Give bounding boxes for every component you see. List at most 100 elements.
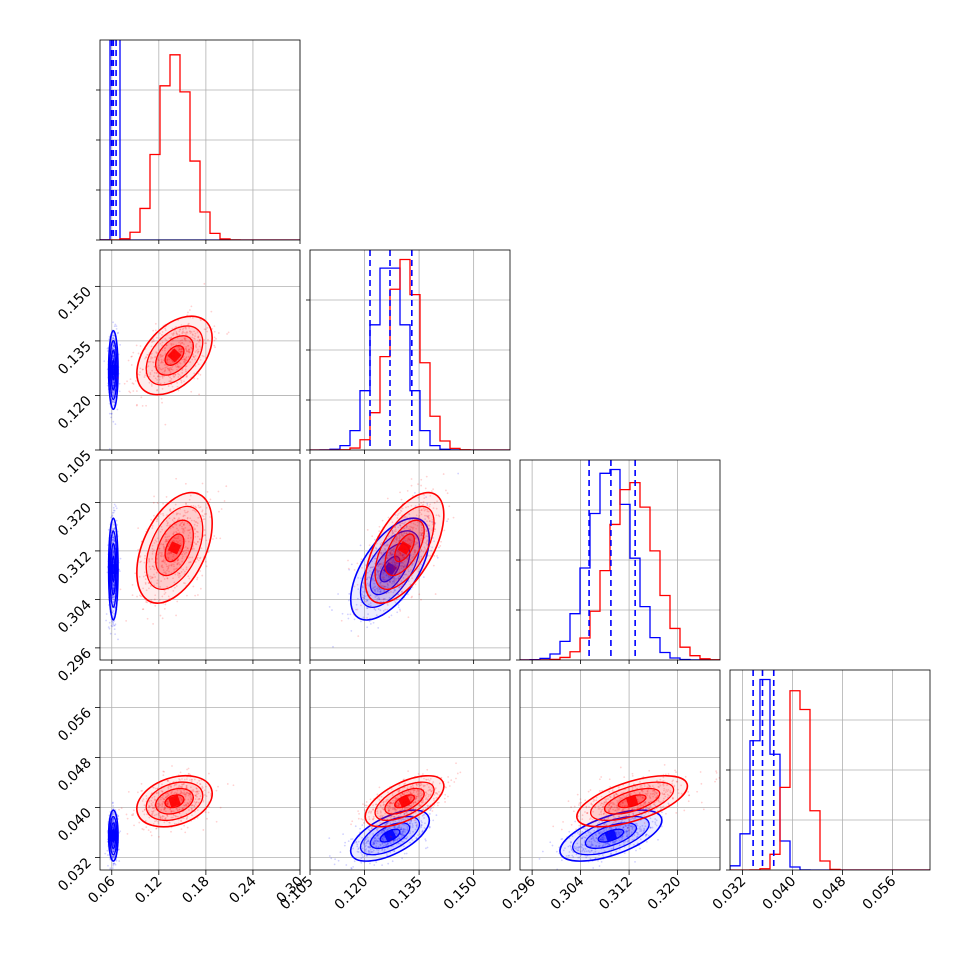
scatter-point	[193, 372, 196, 375]
scatter-point	[113, 856, 115, 859]
scatter-point	[112, 357, 115, 360]
scatter-point	[156, 381, 159, 384]
scatter-point	[187, 311, 189, 314]
scatter-point	[184, 360, 187, 363]
scatter-point	[168, 551, 170, 554]
scatter-point	[382, 598, 385, 601]
scatter-point	[172, 539, 175, 542]
scatter-point	[398, 536, 401, 538]
scatter-point	[360, 558, 363, 561]
scatter-point	[417, 572, 420, 575]
scatter-point	[177, 518, 179, 521]
scatter-point	[380, 563, 383, 566]
scatter-point	[175, 530, 177, 533]
scatter-point	[164, 540, 167, 543]
scatter-point	[328, 605, 331, 608]
scatter-point	[331, 609, 333, 611]
scatter-point	[401, 554, 404, 557]
scatter-point	[425, 535, 428, 538]
scatter-point	[183, 509, 186, 512]
scatter-point	[111, 584, 114, 587]
scatter-point	[406, 516, 408, 519]
scatter-point	[112, 588, 115, 591]
scatter-point	[218, 510, 220, 513]
scatter-point	[390, 576, 393, 579]
scatter-point	[385, 592, 388, 595]
scatter-point	[204, 560, 207, 563]
scatter-point	[177, 349, 180, 352]
scatter-point	[430, 549, 433, 552]
scatter-point	[391, 580, 394, 583]
scatter-point	[156, 537, 159, 540]
scatter-point	[112, 393, 115, 396]
scatter-point	[368, 576, 371, 579]
scatter-point	[157, 835, 160, 838]
scatter-point	[112, 334, 115, 337]
scatter-point	[173, 375, 176, 378]
scatter-point	[390, 565, 393, 568]
scatter-point	[150, 356, 153, 359]
scatter-point	[193, 337, 195, 340]
scatter-point	[197, 335, 200, 338]
scatter-point	[165, 339, 168, 342]
scatter-point	[394, 566, 397, 568]
scatter-point	[379, 591, 382, 593]
scatter-point	[160, 551, 163, 554]
scatter-point	[167, 367, 169, 370]
scatter-point	[384, 608, 387, 611]
scatter-point	[352, 865, 355, 868]
scatter-point	[184, 526, 187, 529]
scatter-point	[139, 594, 141, 597]
scatter-point	[175, 363, 178, 366]
scatter-point	[161, 560, 164, 562]
scatter-point	[172, 360, 174, 363]
scatter-point	[360, 604, 362, 607]
scatter-point	[362, 596, 364, 599]
scatter-point	[401, 554, 404, 557]
scatter-point	[199, 319, 202, 322]
scatter-point	[143, 561, 146, 564]
scatter-point	[162, 514, 165, 517]
scatter-point	[356, 608, 359, 611]
scatter-point	[112, 587, 115, 590]
scatter-point	[381, 569, 384, 572]
scatter-point	[181, 332, 184, 335]
scatter-point	[112, 538, 115, 541]
scatter-point	[169, 380, 172, 383]
scatter-point	[411, 564, 413, 566]
scatter-point	[115, 519, 118, 522]
scatter-point	[205, 539, 208, 542]
scatter-point	[393, 562, 396, 564]
scatter-point	[457, 472, 460, 475]
scatter-point	[391, 561, 394, 564]
scatter-point	[190, 390, 193, 393]
scatter-point	[168, 369, 171, 372]
scatter-point	[112, 610, 115, 612]
scatter-point	[202, 515, 205, 518]
scatter-point	[177, 365, 179, 368]
scatter-point	[112, 382, 115, 384]
scatter-point	[176, 567, 178, 570]
scatter-point	[417, 560, 420, 563]
scatter-point	[416, 524, 419, 527]
scatter-point	[420, 529, 423, 532]
scatter-point	[194, 338, 196, 340]
scatter-point	[368, 620, 371, 623]
scatter-point	[410, 526, 413, 529]
panel-content	[104, 765, 235, 870]
scatter-point	[167, 557, 170, 560]
scatter-point	[111, 380, 114, 383]
scatter-point	[436, 555, 438, 557]
scatter-point	[330, 857, 333, 860]
scatter-point	[142, 368, 144, 371]
scatter-point	[393, 561, 396, 564]
scatter-point	[178, 365, 181, 368]
scatter-point	[153, 371, 156, 374]
scatter-point	[108, 621, 111, 624]
scatter-point	[421, 532, 423, 534]
scatter-point	[190, 519, 193, 522]
scatter-point	[375, 861, 378, 864]
scatter-point	[169, 508, 171, 511]
scatter-point	[113, 598, 116, 601]
scatter-point	[183, 337, 186, 339]
